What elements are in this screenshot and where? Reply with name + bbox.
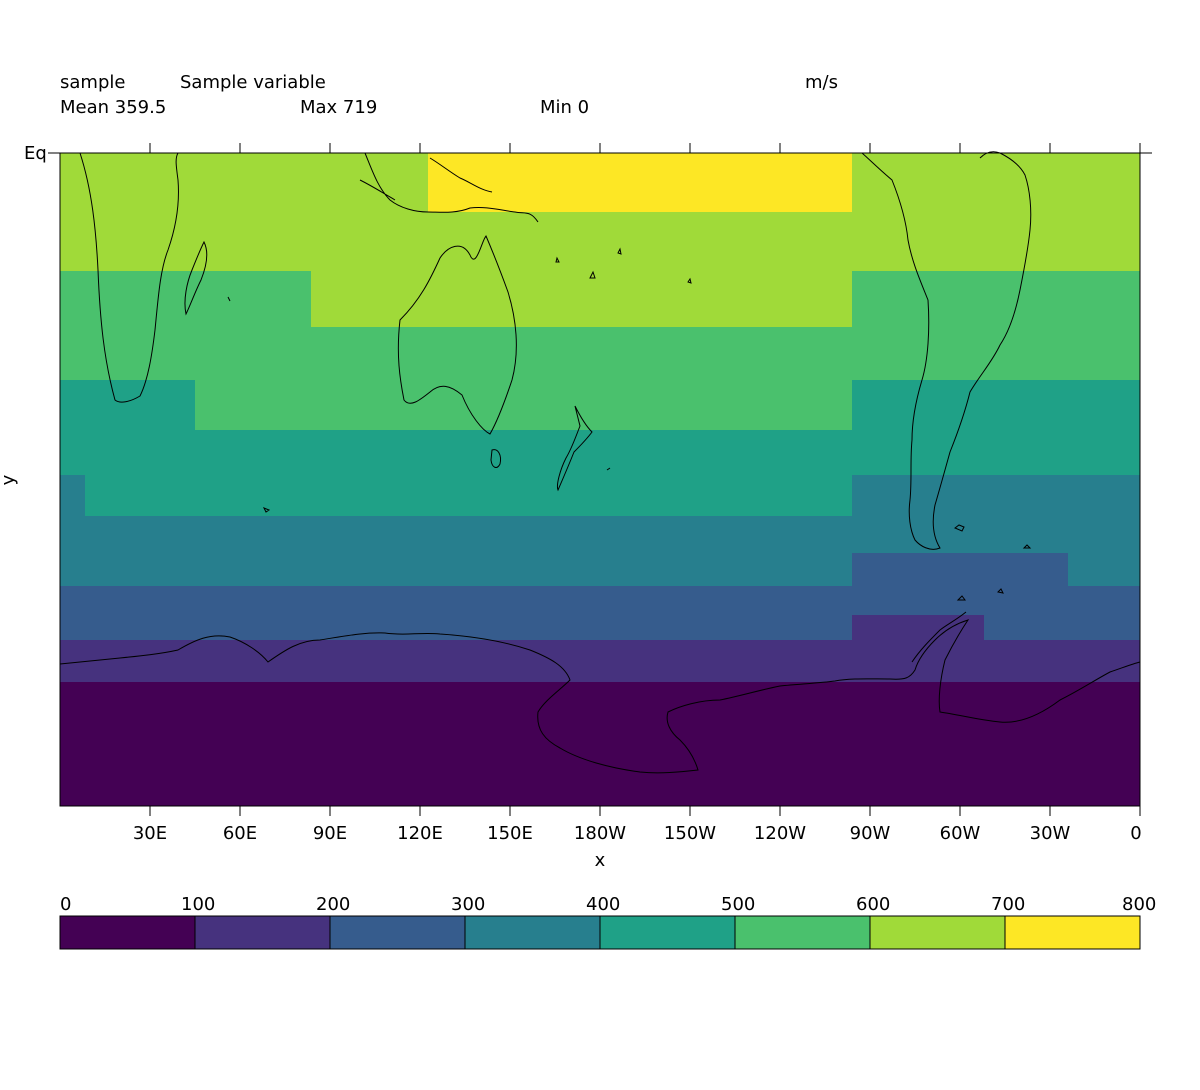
x-tick-label: 0: [1130, 823, 1141, 844]
variable-name: sample: [60, 72, 126, 93]
coast-south-america: [861, 151, 1032, 550]
field-band-300-400: [60, 475, 1140, 586]
colorbar-label: 300: [451, 894, 485, 915]
colorbar-swatch: [329, 915, 466, 950]
colorbar-swatch: [869, 915, 1006, 950]
x-tick-label: 30W: [1030, 823, 1071, 844]
x-axis-label: x: [595, 850, 606, 871]
x-tick-label: 60E: [223, 823, 257, 844]
coast-indonesia: [359, 152, 539, 223]
coast-new-zealand: [557, 405, 593, 492]
field-band-700-800: [428, 153, 852, 212]
coast-antarctica: [59, 619, 1141, 774]
max-stat: Max 719: [300, 97, 378, 118]
colorbar: 0 100 200 300 400 500 600 700 800: [59, 894, 1156, 950]
coast-antarctic-peninsula: [911, 544, 1032, 663]
coast-madagascar: [184, 240, 208, 316]
colorbar-label: 700: [991, 894, 1025, 915]
field-band-500-600: [60, 271, 1140, 430]
y-axis-label: y: [0, 474, 19, 485]
colorbar-swatch: [734, 915, 871, 950]
colorbar-swatch: [464, 915, 601, 950]
variable-long-name: Sample variable: [180, 72, 326, 93]
coastlines: [59, 151, 1141, 774]
mean-stat: Mean 359.5: [60, 97, 167, 118]
coast-tasmania: [490, 449, 501, 468]
field-layer: [60, 153, 1140, 806]
colorbar-label: 400: [586, 894, 620, 915]
colorbar-label: 800: [1122, 894, 1156, 915]
colorbar-label: 100: [181, 894, 215, 915]
field-band-400-500: [60, 380, 1140, 516]
variable-units: m/s: [805, 72, 838, 93]
colorbar-swatch: [194, 915, 331, 950]
colorbar-label: 600: [856, 894, 890, 915]
colorbar-swatch: [1004, 915, 1141, 950]
min-stat: Min 0: [540, 97, 590, 118]
x-tick-label: 150W: [664, 823, 716, 844]
colorbar-swatch: [599, 915, 736, 950]
coast-africa: [79, 152, 179, 403]
x-axis: 30E 60E 90E 120E 150E 180W 150W 120W 90W 60W 30W 0: [133, 143, 1142, 844]
coast-islands: [227, 247, 692, 513]
colorbar-swatch: [59, 915, 196, 950]
colorbar-label: 500: [721, 894, 755, 915]
field-band-lowest: [60, 682, 1140, 806]
coast-australia: [397, 235, 517, 435]
x-tick-label: 120W: [754, 823, 806, 844]
y-axis: Eq: [24, 143, 60, 164]
y-tick-label: Eq: [24, 143, 47, 164]
colorbar-label: 200: [316, 894, 350, 915]
coast-falklands: [954, 524, 965, 532]
x-tick-label: 30E: [133, 823, 167, 844]
x-tick-label: 180W: [574, 823, 626, 844]
colorbar-label: 0: [60, 894, 71, 915]
x-tick-label: 120E: [397, 823, 443, 844]
x-tick-label: 90W: [850, 823, 891, 844]
field-band-200-300: [60, 553, 1140, 640]
x-tick-label: 150E: [487, 823, 533, 844]
x-tick-label: 90E: [313, 823, 347, 844]
x-tick-label: 60W: [940, 823, 981, 844]
field-band-600-700: [60, 153, 1140, 327]
field-band-100-200: [60, 615, 1140, 682]
